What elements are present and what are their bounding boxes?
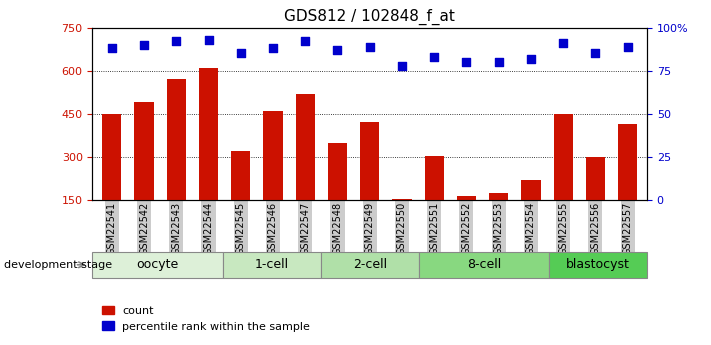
Text: development stage: development stage — [4, 260, 112, 270]
Bar — [553, 114, 573, 243]
Point — [461, 59, 472, 65]
Bar — [263, 111, 283, 243]
Bar — [102, 114, 122, 243]
Legend: count, percentile rank within the sample: count, percentile rank within the sample — [98, 301, 315, 336]
Point — [203, 37, 214, 42]
Title: GDS812 / 102848_f_at: GDS812 / 102848_f_at — [284, 9, 455, 25]
Text: 8-cell: 8-cell — [467, 258, 501, 271]
Point — [106, 46, 117, 51]
Point — [525, 56, 537, 61]
Bar — [360, 122, 380, 243]
Bar — [296, 94, 315, 243]
Point — [332, 47, 343, 53]
Bar — [92, 252, 223, 278]
Bar — [549, 252, 647, 278]
Point — [557, 40, 569, 46]
Bar — [321, 252, 419, 278]
Bar — [456, 196, 476, 243]
Point — [364, 44, 375, 49]
Bar — [166, 79, 186, 243]
Bar — [424, 156, 444, 243]
Point — [589, 51, 601, 56]
Point — [493, 59, 504, 65]
Text: 1-cell: 1-cell — [255, 258, 289, 271]
Bar — [223, 252, 321, 278]
Point — [139, 42, 150, 48]
Point — [429, 54, 440, 60]
Bar — [134, 102, 154, 243]
Point — [396, 63, 407, 68]
Point — [267, 46, 279, 51]
Point — [171, 39, 182, 44]
Point — [235, 51, 247, 56]
Bar — [419, 252, 549, 278]
Bar — [231, 151, 250, 243]
Point — [299, 39, 311, 44]
Bar — [521, 180, 540, 243]
Text: oocyte: oocyte — [137, 258, 178, 271]
Bar — [199, 68, 218, 243]
Bar — [489, 193, 508, 243]
Bar — [392, 199, 412, 243]
Text: 2-cell: 2-cell — [353, 258, 387, 271]
Bar — [328, 142, 347, 243]
Bar — [618, 124, 637, 243]
Bar — [586, 157, 605, 243]
Point — [622, 44, 634, 49]
Text: blastocyst: blastocyst — [566, 258, 630, 271]
